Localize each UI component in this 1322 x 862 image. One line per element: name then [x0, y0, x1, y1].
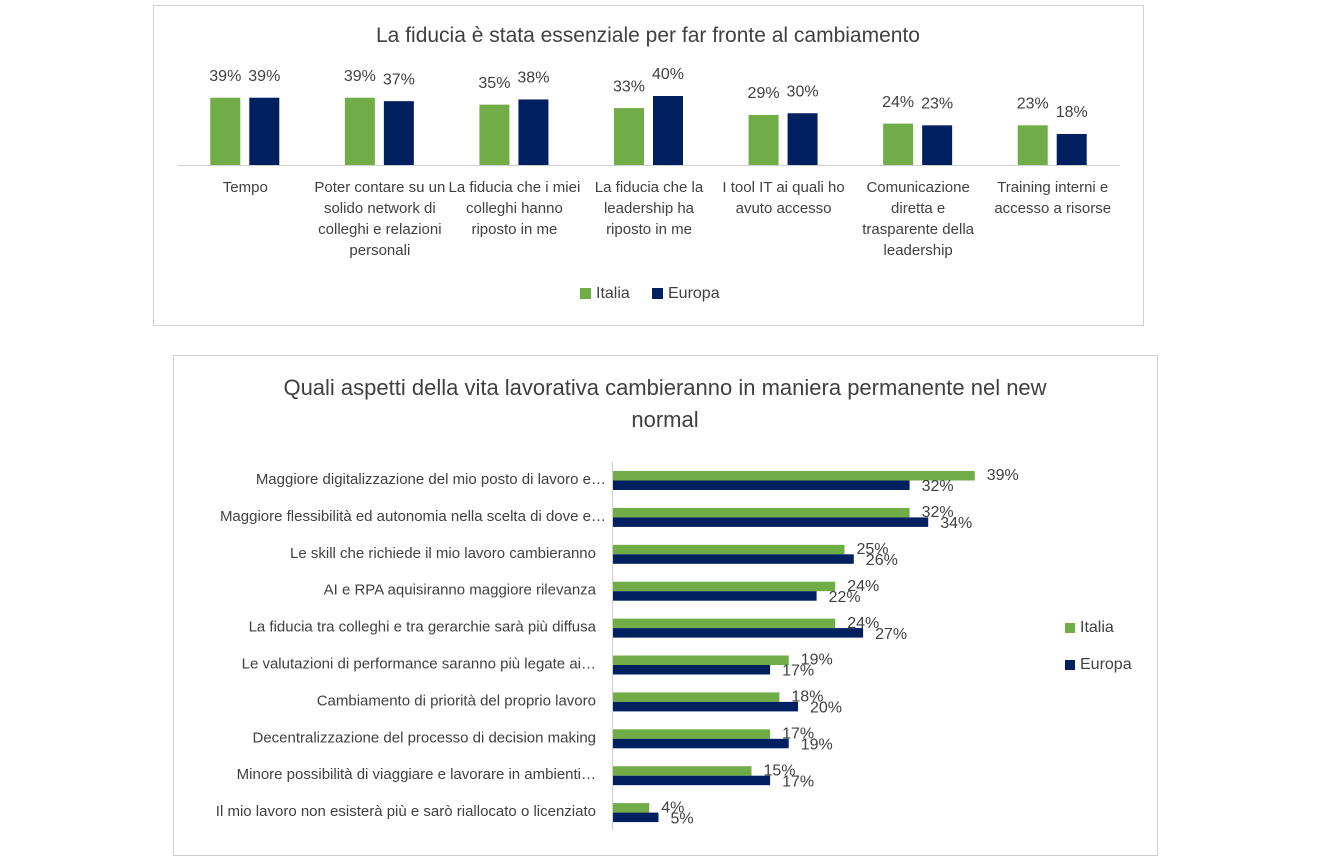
value-label: 23% — [921, 96, 953, 113]
bar — [612, 729, 771, 739]
bar — [787, 113, 818, 165]
legend-swatch — [1065, 623, 1075, 633]
bar — [612, 554, 854, 564]
value-label: 24% — [882, 94, 914, 111]
value-label: 29% — [748, 85, 780, 102]
chart-title: La fiducia è stata essenziale per far fr… — [376, 24, 920, 47]
bar — [883, 123, 914, 165]
legend-swatch — [652, 288, 663, 299]
bar — [344, 97, 375, 165]
value-label: 39% — [209, 68, 241, 85]
bar — [612, 507, 910, 518]
chart-title: Quali aspetti della vita lavorativa camb… — [283, 375, 1047, 432]
value-label: 27% — [875, 626, 907, 643]
value-label: 17% — [782, 773, 814, 790]
value-label: 18% — [1056, 104, 1088, 121]
value-label: 17% — [782, 726, 814, 743]
bar — [612, 766, 752, 776]
value-label: 22% — [829, 589, 861, 606]
bar — [210, 97, 241, 165]
bar — [612, 775, 771, 786]
value-label: 23% — [1017, 96, 1049, 113]
value-label: 38% — [517, 70, 549, 87]
x-tick-label: Comunicazione diretta e trasparente dell… — [862, 179, 975, 259]
value-label: 15% — [764, 762, 796, 779]
bar — [518, 99, 549, 165]
value-label: 39% — [248, 68, 280, 85]
y-tick-label: Le valutazioni di performance saranno pi… — [242, 655, 596, 672]
bar — [612, 581, 836, 592]
value-label: 4% — [661, 799, 684, 816]
value-label: 37% — [383, 71, 415, 88]
bar — [249, 97, 280, 165]
bar — [612, 480, 910, 490]
bar — [612, 665, 771, 675]
x-tick-label: La fiducia che i miei colleghi hanno rip… — [448, 179, 581, 238]
y-tick-label: Minore possibilità di viaggiare e lavora… — [237, 766, 596, 783]
legend-label: Europa — [668, 285, 720, 302]
bar — [383, 101, 414, 165]
value-label: 25% — [857, 541, 889, 558]
legend-swatch — [1065, 660, 1075, 670]
bar — [612, 655, 789, 665]
value-label: 34% — [940, 515, 972, 532]
bar — [479, 104, 510, 165]
y-tick-label: Il mio lavoro non esisterà più e sarò ri… — [216, 803, 596, 820]
y-tick-label: Maggiore flessibilità ed autonomia nella… — [220, 508, 606, 525]
value-label: 39% — [344, 68, 376, 85]
bar — [612, 544, 845, 555]
x-tick-label: Tempo — [222, 179, 268, 196]
y-tick-label: Decentralizzazione del processo di decis… — [252, 729, 596, 746]
y-tick-label: Le skill che richiede il mio lavoro camb… — [290, 545, 596, 562]
value-label: 32% — [922, 478, 954, 495]
y-tick-label: Cambiamento di priorità del proprio lavo… — [317, 692, 596, 709]
value-label: 40% — [652, 66, 684, 83]
y-tick-label: Maggiore digitalizzazione del mio posto … — [256, 471, 606, 488]
value-label: 35% — [478, 75, 510, 92]
value-label: 17% — [782, 663, 814, 680]
value-label: 19% — [801, 737, 833, 754]
chart-frame — [173, 355, 1158, 856]
chart-frame — [153, 5, 1144, 326]
x-tick-label: Training interni e accesso a risorse — [994, 179, 1112, 217]
bar — [612, 618, 836, 629]
value-label: 39% — [987, 467, 1019, 484]
legend-label: Europa — [1080, 656, 1132, 673]
bar — [748, 114, 779, 165]
bar — [612, 517, 929, 527]
bar — [612, 628, 864, 638]
bar — [922, 125, 953, 165]
bar — [612, 591, 817, 601]
y-tick-label: La fiducia tra colleghi e tra gerarchie … — [249, 619, 597, 636]
value-label: 33% — [613, 78, 645, 95]
bar — [612, 803, 650, 813]
legend-label: Italia — [1080, 619, 1114, 636]
bar — [614, 108, 644, 165]
bar — [612, 701, 798, 712]
legend-swatch — [580, 288, 591, 299]
bar — [1017, 125, 1048, 165]
x-tick-label: Poter contare su un solido network di co… — [314, 179, 446, 259]
x-tick-label: I tool IT ai quali ho avuto accesso — [722, 179, 845, 217]
bar — [612, 692, 780, 702]
value-label: 19% — [801, 652, 833, 669]
y-tick-label: AI e RPA aquisiranno maggiore rilevanza — [324, 582, 597, 599]
value-label: 20% — [810, 700, 842, 717]
value-label: 24% — [847, 578, 879, 595]
x-tick-label: La fiducia che la leadership ha riposto … — [594, 179, 704, 238]
value-label: 18% — [791, 689, 823, 706]
bar — [653, 96, 683, 165]
legend-label: Italia — [596, 285, 630, 302]
value-label: 30% — [787, 83, 819, 100]
value-label: 24% — [847, 615, 879, 632]
bar — [1056, 133, 1087, 165]
value-label: 32% — [922, 504, 954, 521]
bar — [612, 471, 975, 481]
bar — [612, 812, 659, 823]
value-label: 5% — [671, 810, 694, 827]
value-label: 26% — [866, 552, 898, 569]
bar — [612, 738, 789, 749]
